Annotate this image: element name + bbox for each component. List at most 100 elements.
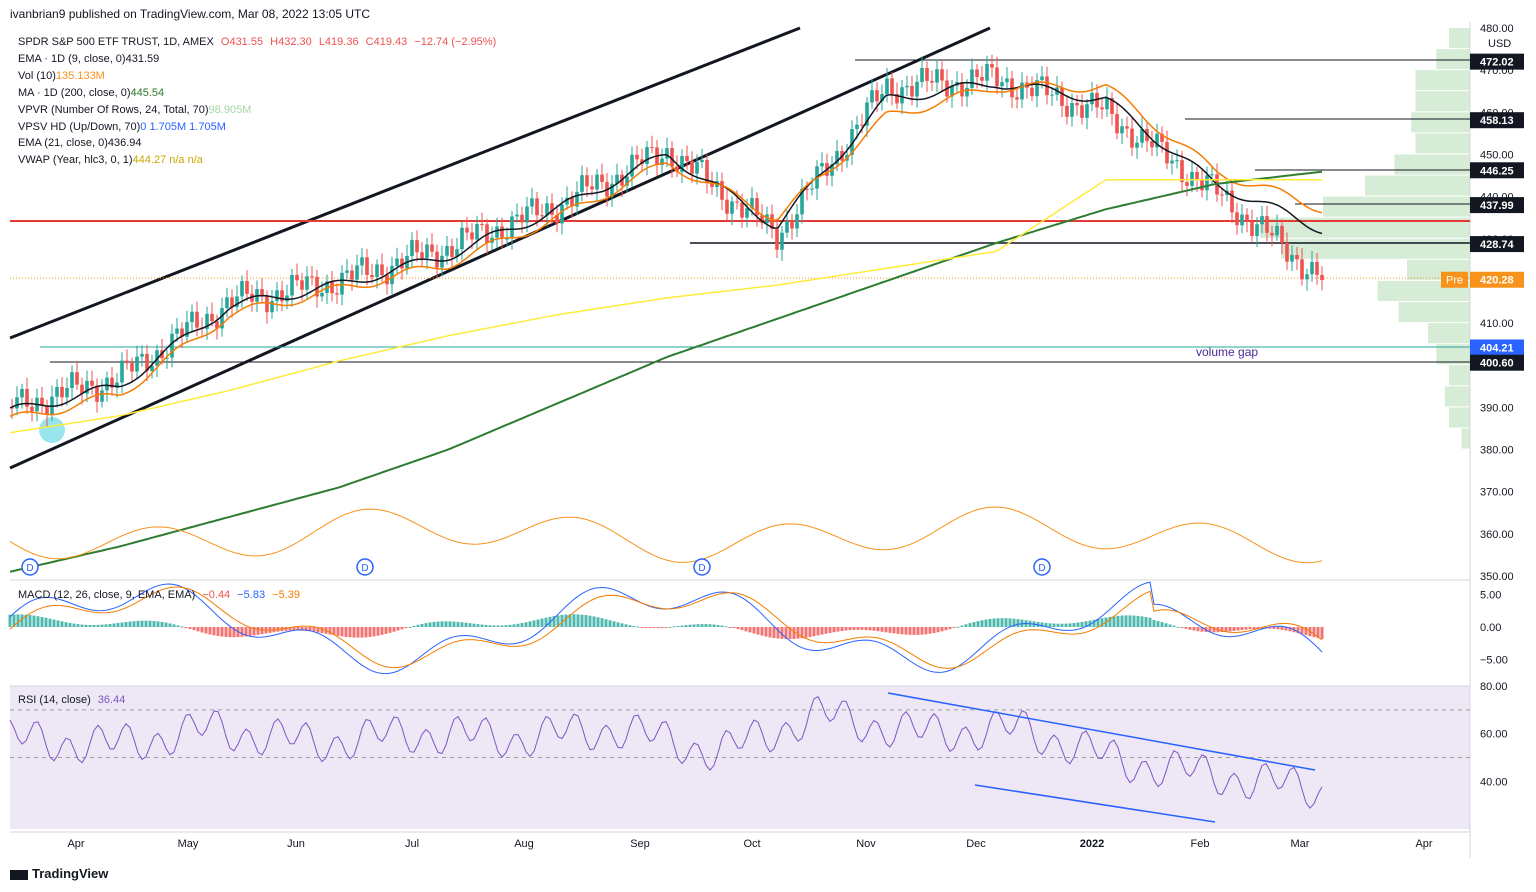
macd-histogram-bar (616, 622, 620, 627)
macd-histogram-bar (928, 627, 932, 634)
legend-row[interactable]: EMA (21, close, 0)436.94 (18, 135, 496, 152)
macd-histogram-bar (1044, 622, 1048, 627)
macd-histogram-bar (1304, 627, 1308, 636)
legend-row-label: Vol (10) (18, 69, 56, 82)
price-tick-label: 380.00 (1480, 445, 1514, 457)
candle-body (140, 353, 144, 357)
macd-histogram-bar (604, 619, 608, 627)
macd-panel (8, 581, 1324, 675)
macd-histogram-bar (428, 622, 432, 627)
macd-histogram-bar (1004, 618, 1008, 627)
candle-body (1205, 175, 1209, 191)
macd-histogram-bar (628, 625, 632, 627)
candle-body (550, 203, 554, 215)
candle-body (1135, 142, 1139, 148)
macd-histogram-bar (620, 623, 624, 627)
macd-histogram-bar (1144, 617, 1148, 627)
candle-body (1300, 259, 1304, 280)
candle-body (695, 162, 699, 174)
volume-profile-bar (1411, 112, 1470, 133)
macd-histogram-bar (532, 620, 536, 627)
candle-body (1245, 214, 1249, 222)
macd-histogram-bar (216, 627, 220, 637)
legend-row[interactable]: VPSV HD (Up/Down, 70)0 1.705M 1.705M (18, 119, 496, 136)
dividend-marker-icon[interactable] (21, 558, 39, 576)
legend-row-label: VPVR (Number Of Rows, 24, Total, 70) (18, 103, 209, 116)
macd-histogram-bar (744, 627, 748, 632)
candle-body (1125, 126, 1129, 129)
macd-histogram-bar (284, 627, 288, 631)
dividend-marker-icon[interactable] (356, 558, 374, 576)
macd-histogram-bar (152, 620, 156, 627)
candle-body (1035, 80, 1039, 97)
macd-histogram-bar (232, 627, 236, 638)
candle-body (90, 380, 94, 386)
candle-body (1270, 232, 1274, 236)
candle-body (1195, 171, 1199, 181)
macd-histogram-bar (1300, 627, 1304, 635)
candle-body (345, 270, 349, 273)
candle-body (640, 159, 644, 165)
candle-body (1140, 128, 1144, 143)
macd-histogram-bar (892, 627, 896, 634)
dividend-marker-icon[interactable] (1033, 558, 1051, 576)
legend-row[interactable]: VPVR (Number Of Rows, 24, Total, 70)98.9… (18, 102, 496, 119)
candle-body (365, 257, 369, 275)
macd-histogram-bar (636, 626, 640, 628)
macd-histogram-bar (1092, 619, 1096, 627)
macd-tick-label: 5.00 (1480, 590, 1501, 602)
candle-body (15, 397, 19, 409)
macd-label[interactable]: MACD (12, 26, close, 9, EMA, EMA) (18, 589, 196, 601)
dividend-marker-icon[interactable] (693, 558, 711, 576)
macd-histogram-bar (416, 624, 420, 627)
macd-histogram-bar (640, 627, 644, 628)
macd-histogram-bar (884, 627, 888, 633)
candle-body (1075, 103, 1079, 106)
macd-histogram-bar (1164, 623, 1168, 627)
legend-row[interactable]: Vol (10)135.133M (18, 68, 496, 85)
symbol-name[interactable]: SPDR S&P 500 ETF TRUST, 1D, AMEX (18, 36, 214, 48)
candle-body (1080, 105, 1084, 118)
price-level-tag-text: 404.21 (1480, 342, 1514, 354)
macd-histogram-bar (408, 626, 412, 628)
candle-body (645, 147, 649, 165)
candle-body (1210, 174, 1214, 176)
candle-body (985, 64, 989, 81)
legend-row-value: 444.27 n/a n/a (132, 154, 203, 167)
candle-body (25, 388, 29, 407)
month-label: 2022 (1080, 838, 1104, 850)
rsi-label[interactable]: RSI (14, close) (18, 694, 91, 706)
macd-histogram-bar (128, 621, 132, 627)
macd-histogram-bar (1188, 627, 1192, 630)
macd-histogram-bar (48, 618, 52, 627)
macd-histogram-bar (452, 621, 456, 627)
macd-histogram-bar (340, 627, 344, 637)
macd-histogram-bar (1080, 621, 1084, 627)
macd-histogram-bar (456, 621, 460, 627)
series-line-4 (9, 179, 1322, 434)
candle-body (665, 148, 669, 159)
macd-histogram-bar (1172, 625, 1176, 627)
pre-market-badge-text: Pre (1446, 275, 1463, 287)
macd-histogram-bar (1208, 627, 1212, 633)
indicator-legend-rows: EMA · 1D (9, close, 0)431.59 Vol (10)135.… (18, 51, 496, 169)
price-level-tag (1470, 236, 1524, 253)
price-level-tag (1470, 354, 1524, 371)
legend-row[interactable]: VWAP (Year, hlc3, 0, 1)444.27 n/a n/a (18, 152, 496, 169)
legend-row-label: VPSV HD (Up/Down, 70) (18, 120, 141, 133)
candle-body (280, 290, 284, 302)
legend-row[interactable]: EMA · 1D (9, close, 0)431.59 (18, 51, 496, 68)
macd-histogram-bar (900, 627, 904, 635)
macd-histogram-bar (52, 619, 56, 627)
candle-body (1150, 141, 1154, 148)
legend-row[interactable]: MA · 1D (200, close, 0)445.54 (18, 85, 496, 102)
macd-histogram-bar (172, 624, 176, 627)
candle-body (1005, 78, 1009, 83)
candle-body (455, 249, 459, 257)
candle-body (685, 155, 689, 162)
month-label: Dec (966, 838, 986, 850)
macd-histogram-bar (244, 627, 248, 637)
volume-profile-bar (1323, 196, 1470, 217)
macd-value-2: −5.83 (237, 589, 266, 601)
macd-histogram-bar (1184, 627, 1188, 629)
